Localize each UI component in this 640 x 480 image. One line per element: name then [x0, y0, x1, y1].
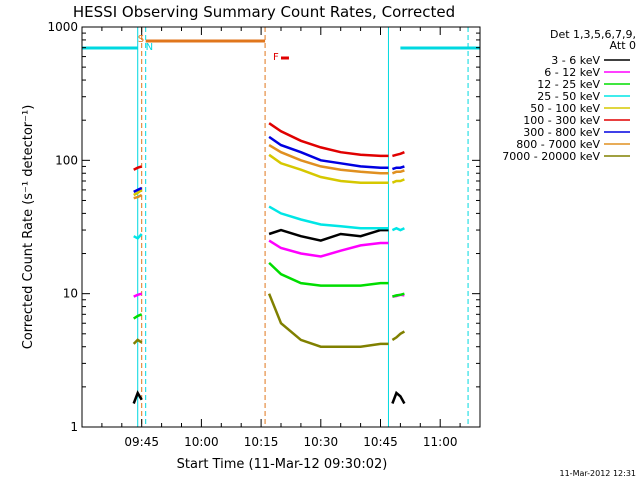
series-line-2-segment-2	[392, 292, 405, 298]
series-line-4-segment-2	[391, 178, 405, 184]
series-line-0-segment-0	[132, 390, 143, 404]
y-tick-label: 100	[55, 153, 78, 167]
flag-label: N	[146, 42, 153, 53]
y-tick-label: 1	[70, 420, 78, 434]
legend-entry-label: 300 - 800 keV	[523, 126, 600, 139]
legend-entry-label: 100 - 300 keV	[523, 114, 600, 127]
series-line-1-segment-1	[268, 239, 389, 258]
chart-title: HESSI Observing Summary Count Rates, Cor…	[73, 3, 455, 21]
series-line-3-segment-0	[133, 233, 143, 240]
series-line-2-segment-1	[268, 261, 389, 287]
legend-header: Det 1,3,5,6,7,9,	[550, 28, 636, 41]
x-tick-label: 10:00	[184, 435, 219, 449]
flag-label: S	[138, 34, 144, 45]
series-line-0-segment-1	[268, 228, 389, 242]
series-line-5-segment-0	[133, 165, 143, 171]
legend-entry-label: 12 - 25 keV	[537, 78, 600, 91]
series-line-7-segment-1	[268, 144, 389, 175]
series-line-6-segment-1	[268, 135, 389, 169]
series-line-5-segment-2	[392, 151, 405, 158]
legend-entry-label: 7000 - 20000 keV	[502, 150, 600, 163]
series-line-4-segment-0	[133, 188, 143, 197]
y-axis-label: Corrected Count Rate (s⁻¹ detector⁻¹)	[21, 105, 36, 350]
legend-entry-label: 800 - 7000 keV	[516, 138, 600, 151]
series-line-1-segment-0	[133, 292, 143, 298]
legend-entry-label: 3 - 6 keV	[551, 54, 600, 67]
x-tick-label: 11:00	[423, 435, 458, 449]
flag-label: F	[273, 52, 279, 63]
series-line-8-segment-0	[132, 338, 143, 345]
series-line-3-segment-1	[268, 205, 389, 230]
x-axis-label: Start Time (11-Mar-12 09:30:02)	[177, 457, 388, 472]
y-tick-label: 10	[63, 287, 78, 301]
legend-entry-label: 50 - 100 keV	[530, 102, 600, 115]
series-line-8-segment-2	[391, 330, 406, 341]
series-line-7-segment-2	[391, 169, 405, 175]
legend-entry-label: 6 - 12 keV	[544, 66, 600, 79]
y-tick-label: 1000	[47, 20, 78, 34]
x-tick-label: 10:45	[363, 435, 398, 449]
series-line-3-segment-2	[391, 226, 405, 232]
series-line-6-segment-2	[391, 165, 405, 171]
series-line-6-segment-0	[133, 186, 143, 194]
series-line-0-segment-2	[391, 390, 406, 405]
timestamp: 11-Mar-2012 12:31	[560, 469, 637, 478]
series-line-5-segment-1	[268, 122, 389, 158]
legend-entry-label: 25 - 50 keV	[537, 90, 600, 103]
legend-header: Att 0	[610, 39, 636, 52]
series-line-4-segment-1	[268, 153, 389, 184]
x-tick-label: 10:15	[244, 435, 279, 449]
x-tick-label: 09:45	[124, 435, 159, 449]
series-line-8-segment-1	[267, 293, 389, 348]
series-line-7-segment-0	[133, 193, 143, 200]
x-tick-label: 10:30	[304, 435, 339, 449]
series-line-2-segment-0	[133, 313, 143, 320]
